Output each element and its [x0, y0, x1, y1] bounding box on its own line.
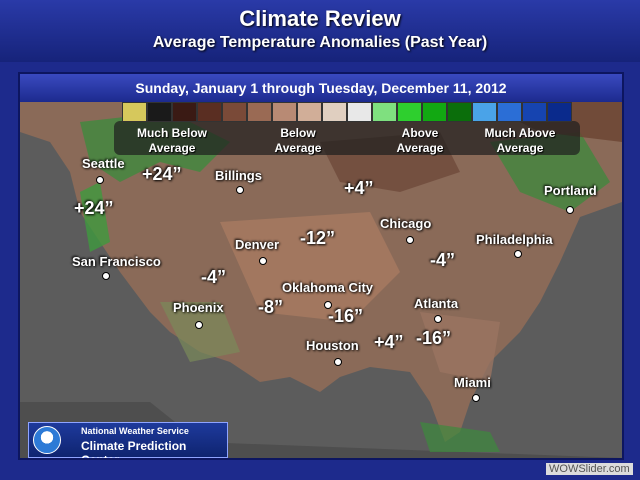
legend-swatch: [397, 102, 422, 122]
nws-cpc-banner: National Weather Service Climate Predict…: [28, 422, 228, 458]
anomaly-label: -4”: [430, 250, 456, 270]
city-marker-billings: [236, 186, 244, 194]
city-marker-miami: [472, 394, 480, 402]
legend-swatch: [172, 102, 197, 122]
nws-label: National Weather Service: [81, 426, 189, 436]
legend-label-much-below: Much Below Average: [136, 126, 207, 155]
anomaly-label: +24”: [142, 164, 182, 184]
legend-color-scale: [122, 102, 572, 122]
watermark: WOWSlider.com: [546, 463, 633, 475]
anomaly-label: +4”: [344, 178, 374, 198]
anomaly-label: -4”: [201, 267, 227, 287]
city-label-philadelphia: Philadelphia: [476, 232, 553, 247]
city-marker-houston: [334, 358, 342, 366]
city-label-denver: Denver: [235, 237, 280, 252]
city-label-portland: Portland: [544, 183, 597, 198]
city-marker-denver: [259, 257, 267, 265]
page-title: Climate Review: [239, 6, 401, 31]
city-label-billings: Billings: [215, 168, 262, 183]
legend-label-above: Above Average: [396, 126, 444, 155]
date-range: Sunday, January 1 through Tuesday, Decem…: [20, 74, 622, 102]
legend-label-much-above: Much Above Average: [484, 126, 556, 155]
legend-swatch: [122, 102, 147, 122]
legend-swatch: [197, 102, 222, 122]
city-marker-phoenix: [195, 321, 203, 329]
noaa-logo-icon: [33, 426, 61, 454]
page-subtitle: Average Temperature Anomalies (Past Year…: [152, 34, 488, 51]
legend-swatch: [297, 102, 322, 122]
city-label-atlanta: Atlanta: [414, 296, 459, 311]
city-label-chicago: Chicago: [380, 216, 432, 231]
anomaly-label: +24”: [74, 198, 114, 218]
city-marker-atlanta: [434, 315, 442, 323]
city-label-phoenix: Phoenix: [173, 300, 224, 315]
legend-swatch: [447, 102, 472, 122]
legend-label-below: Below Average: [274, 126, 322, 155]
legend-panel: [114, 121, 580, 155]
city-label-san-francisco: San Francisco: [72, 254, 161, 269]
map-frame: Sunday, January 1 through Tuesday, Decem…: [18, 72, 624, 460]
header: Climate Review Average Temperature Anoma…: [0, 0, 640, 62]
legend-swatch: [547, 102, 572, 122]
city-marker-portland: [566, 206, 574, 214]
legend-swatch: [222, 102, 247, 122]
cpc-label: Climate Prediction Center: [81, 439, 187, 460]
city-marker-san-francisco: [102, 272, 110, 280]
legend-swatch: [347, 102, 372, 122]
legend-swatch: [272, 102, 297, 122]
city-marker-philadelphia: [514, 250, 522, 258]
city-label-miami: Miami: [454, 375, 491, 390]
anomaly-label: -12”: [300, 228, 336, 248]
legend-swatch: [497, 102, 522, 122]
legend-swatch: [472, 102, 497, 122]
legend-swatch: [247, 102, 272, 122]
city-marker-chicago: [406, 236, 414, 244]
legend-swatch: [322, 102, 347, 122]
anomaly-label: -8”: [258, 297, 284, 317]
anomaly-label: +4”: [374, 332, 404, 352]
anomaly-label: -16”: [416, 328, 452, 348]
legend-swatch: [147, 102, 172, 122]
city-label-houston: Houston: [306, 338, 359, 353]
city-label-oklahoma-city: Oklahoma City: [282, 280, 374, 295]
anomaly-label: -16”: [328, 306, 364, 326]
city-marker-oklahoma-city: [324, 301, 332, 309]
legend-swatch: [372, 102, 397, 122]
city-label-seattle: Seattle: [82, 156, 125, 171]
legend-swatch: [422, 102, 447, 122]
city-marker-seattle: [96, 176, 104, 184]
legend-swatch: [522, 102, 547, 122]
